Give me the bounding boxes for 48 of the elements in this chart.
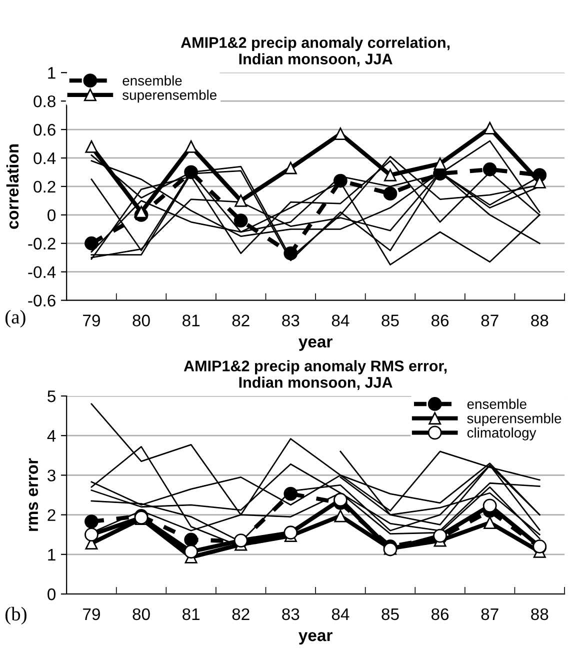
y-tick-label: 4 bbox=[47, 430, 56, 442]
y-tick-label: 2 bbox=[48, 509, 56, 521]
x-tick-label: 85 bbox=[382, 608, 399, 620]
x-tick-label: 85 bbox=[382, 314, 399, 326]
y-tick-label: -0.2 bbox=[28, 238, 56, 250]
y-tick-label: -0.4 bbox=[28, 266, 56, 278]
y-tick-label: 1 bbox=[48, 548, 56, 560]
x-tick-label: 83 bbox=[282, 608, 300, 620]
y-tick-label: 1 bbox=[48, 67, 56, 79]
y-tick-label: 0.2 bbox=[34, 180, 56, 193]
x-tick-label: 84 bbox=[332, 608, 350, 620]
x-tick-label: 84 bbox=[332, 314, 350, 326]
x-tick-label: 88 bbox=[531, 608, 548, 620]
y-axis-title: rms error bbox=[28, 458, 38, 531]
x-tick-label: 81 bbox=[182, 608, 200, 620]
x-tick-label: 87 bbox=[481, 608, 498, 620]
x-tick-label: 80 bbox=[132, 608, 150, 620]
text: (a) bbox=[5, 310, 26, 328]
x-axis-title: year bbox=[298, 338, 332, 351]
legend-label: ensemble bbox=[122, 75, 182, 86]
x-tick-label: 88 bbox=[531, 314, 548, 326]
y-tick-label: 3 bbox=[48, 470, 56, 482]
legend-label: superensemble bbox=[467, 413, 562, 426]
x-tick-label: 79 bbox=[83, 314, 100, 326]
y-axis-title: correlation bbox=[6, 144, 19, 229]
x-tick-label: 87 bbox=[481, 314, 498, 326]
x-tick-label: 80 bbox=[132, 314, 150, 326]
y-tick-label: 0 bbox=[48, 588, 56, 600]
y-tick-label: 0.6 bbox=[34, 124, 56, 136]
chart-title: AMIP1&2 precip anomaly RMS error, Indian monsoon, JJA bbox=[184, 360, 447, 390]
x-tick-label: 81 bbox=[182, 314, 200, 326]
chart-title: AMIP1&2 precip anomaly correlation, Indian monsoon, JJA bbox=[180, 36, 450, 67]
y-tick-label: 5 bbox=[48, 390, 56, 402]
x-tick-label: 86 bbox=[431, 608, 449, 620]
legend-label: climatology bbox=[467, 427, 536, 440]
y-tick-label: -0.6 bbox=[28, 294, 56, 307]
legend-label: superensemble bbox=[122, 90, 216, 103]
x-tick-label: 82 bbox=[232, 314, 250, 326]
x-tick-label: 86 bbox=[431, 314, 449, 326]
y-tick-label: 0.8 bbox=[34, 95, 56, 108]
x-tick-label: 79 bbox=[83, 608, 100, 620]
x-axis-title: year bbox=[298, 632, 332, 645]
y-tick-label: 0 bbox=[48, 209, 56, 222]
legend-label: ensemble bbox=[467, 398, 526, 409]
x-tick-label: 82 bbox=[232, 608, 250, 620]
text: (b) bbox=[5, 606, 26, 625]
y-tick-label: 0.4 bbox=[34, 152, 56, 164]
x-tick-label: 83 bbox=[282, 314, 300, 326]
